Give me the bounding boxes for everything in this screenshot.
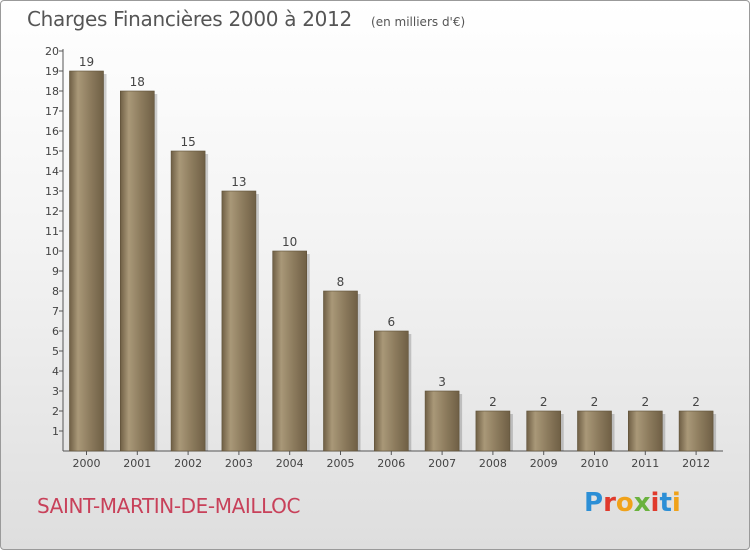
y-tick-label: 9 xyxy=(52,265,59,278)
y-tick-label: 18 xyxy=(45,85,59,98)
y-tick-label: 2 xyxy=(52,405,59,418)
bar xyxy=(678,410,714,452)
bar xyxy=(475,410,511,452)
y-tick-label: 19 xyxy=(45,65,59,78)
title-row: Charges Financières 2000 à 2012 (en mill… xyxy=(27,7,465,31)
y-tick-label: 6 xyxy=(52,325,59,338)
y-tick-label: 8 xyxy=(52,285,59,298)
x-tick-label: 2009 xyxy=(530,457,558,470)
bar xyxy=(424,390,460,452)
commune-name: SAINT-MARTIN-DE-MAILLOC xyxy=(37,494,301,518)
chart-unit: (en milliers d'€) xyxy=(371,15,466,29)
bar-value-label: 2 xyxy=(540,395,548,409)
y-tick-label: 13 xyxy=(45,185,59,198)
y-tick-label: 5 xyxy=(52,345,59,358)
x-tick-label: 2006 xyxy=(377,457,405,470)
bar-value-label: 15 xyxy=(180,135,195,149)
bar xyxy=(323,290,358,452)
bar xyxy=(577,410,612,452)
bar-value-label: 6 xyxy=(387,315,395,329)
y-tick-label: 4 xyxy=(52,365,59,378)
y-tick-label: 11 xyxy=(45,225,59,238)
x-tick-label: 2010 xyxy=(581,457,609,470)
bar xyxy=(120,90,155,452)
logo-letter: t xyxy=(659,488,672,518)
bar xyxy=(221,190,257,452)
proxiti-logo: Proxiti xyxy=(584,488,681,518)
y-tick-label: 15 xyxy=(45,145,59,158)
logo-letter: x xyxy=(633,488,651,518)
x-tick-label: 2005 xyxy=(327,457,355,470)
bar xyxy=(69,70,104,452)
chart-title: Charges Financières 2000 à 2012 xyxy=(27,7,352,31)
x-tick-label: 2007 xyxy=(428,457,456,470)
logo-letter: r xyxy=(603,488,616,518)
y-tick-label: 17 xyxy=(45,105,59,118)
x-tick-label: 2012 xyxy=(682,457,710,470)
x-tick-label: 2000 xyxy=(73,457,101,470)
y-tick-label: 14 xyxy=(45,165,59,178)
y-tick-label: 12 xyxy=(45,205,59,218)
x-tick-label: 2008 xyxy=(479,457,507,470)
y-tick-label: 1 xyxy=(52,425,59,438)
x-tick-label: 2002 xyxy=(174,457,202,470)
bar-value-label: 8 xyxy=(337,275,345,289)
logo-letter: P xyxy=(584,488,604,518)
bar-value-label: 18 xyxy=(130,75,145,89)
x-tick-label: 2004 xyxy=(276,457,304,470)
y-tick-label: 7 xyxy=(52,305,59,318)
bar-value-label: 2 xyxy=(692,395,700,409)
bar-value-label: 3 xyxy=(438,375,446,389)
logo-letter: i xyxy=(671,488,681,518)
bar-value-label: 10 xyxy=(282,235,297,249)
bar-value-label: 19 xyxy=(79,55,94,69)
x-tick-label: 2003 xyxy=(225,457,253,470)
bar-value-label: 2 xyxy=(489,395,497,409)
y-tick-label: 10 xyxy=(45,245,59,258)
bar xyxy=(373,330,409,452)
bar xyxy=(526,410,562,452)
bar xyxy=(272,250,308,452)
bar-value-label: 13 xyxy=(231,175,246,189)
logo-letter: o xyxy=(615,488,634,518)
y-tick-label: 20 xyxy=(45,45,59,58)
bar-value-label: 2 xyxy=(641,395,649,409)
x-tick-label: 2011 xyxy=(631,457,659,470)
y-tick-label: 3 xyxy=(52,385,59,398)
bar xyxy=(170,150,206,452)
logo-letter: i xyxy=(650,488,660,518)
x-tick-label: 2001 xyxy=(123,457,151,470)
y-tick-label: 16 xyxy=(45,125,59,138)
bar xyxy=(627,410,663,452)
bar-value-label: 2 xyxy=(591,395,599,409)
